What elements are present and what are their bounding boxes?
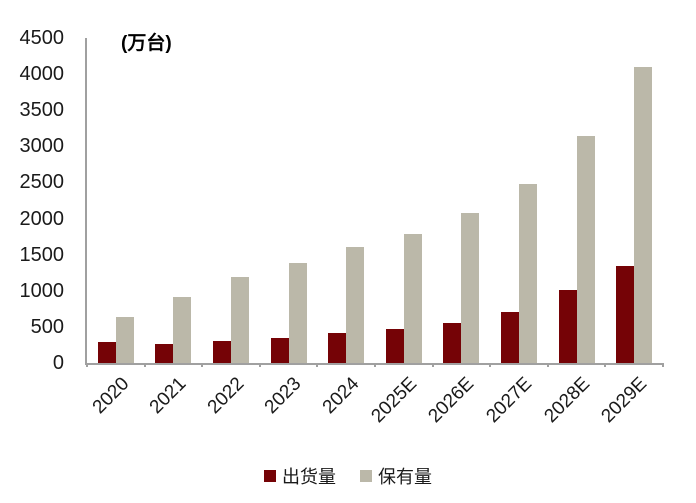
bar-shipments-2024 [328, 332, 347, 363]
bar-group-2028E [548, 135, 606, 363]
legend-label-ownership: 保有量 [378, 467, 432, 487]
bar-shipments-2028E [558, 290, 577, 363]
bar-shipments-2025E [385, 329, 404, 363]
bar-ownership-2026E [461, 212, 480, 363]
bar-group-2020 [87, 316, 145, 363]
bar-group-2021 [145, 297, 203, 363]
y-tick-label: 3000 [19, 135, 65, 158]
x-axis-label-2024: 2024 [318, 373, 364, 419]
axis-unit-label: (万台) [121, 33, 172, 54]
bar-shipments-2026E [443, 322, 462, 363]
x-axis-tick [201, 363, 204, 367]
legend-item-ownership: 保有量 [360, 463, 432, 489]
bar-shipments-2027E [500, 312, 519, 363]
bar-group-2022 [202, 277, 260, 363]
bar-shipments-2022 [212, 341, 231, 363]
bar-ownership-2027E [518, 183, 537, 363]
bar-group-2025E [375, 233, 433, 363]
y-tick-label: 1000 [19, 279, 65, 302]
bar-ownership-2022 [230, 277, 249, 363]
chart-legend: 出货量 保有量 [0, 463, 696, 489]
x-axis-tick [258, 363, 261, 367]
bar-group-2029E [605, 66, 663, 363]
y-tick-label: 2000 [19, 207, 65, 230]
y-tick-label: 2500 [19, 171, 65, 194]
bar-shipments-2029E [616, 265, 635, 363]
bar-group-2024 [317, 247, 375, 363]
y-tick-label: 4000 [19, 63, 65, 86]
bar-shipments-2023 [270, 337, 289, 363]
plot-area [85, 38, 664, 367]
bar-ownership-2021 [173, 297, 192, 363]
legend-label-shipments: 出货量 [282, 467, 336, 487]
bar-group-2027E [490, 183, 548, 363]
bar-shipments-2020 [97, 342, 116, 363]
bar-ownership-2020 [115, 316, 134, 363]
bar-ownership-2024 [346, 247, 365, 363]
x-axis-label-2025E: 2025E [367, 373, 421, 427]
ownership-swatch-icon [360, 470, 372, 482]
x-axis-label-2022: 2022 [203, 373, 249, 419]
x-axis-tick [374, 363, 376, 367]
x-axis-label-2026E: 2026E [424, 373, 479, 427]
x-axis-label-2023: 2023 [261, 373, 306, 419]
y-tick-label: 3500 [19, 99, 65, 122]
x-axis-label-2027E: 2027E [482, 373, 537, 427]
x-axis-tick [489, 363, 492, 367]
bar-ownership-2028E [576, 135, 595, 363]
shipments-swatch-icon [264, 470, 276, 482]
bar-ownership-2029E [634, 66, 653, 363]
x-axis-tick [546, 363, 549, 367]
x-axis-tick [143, 363, 146, 367]
bar-group-2023 [260, 263, 318, 363]
bar-group-2026E [433, 212, 491, 363]
x-axis-tick [604, 363, 607, 367]
y-tick-label: 4500 [19, 27, 65, 49]
bar-shipments-2021 [155, 343, 174, 363]
x-axis-label-2029E: 2029E [597, 373, 652, 427]
x-axis-label-2020: 2020 [88, 373, 133, 419]
x-axis-label-2021: 2021 [145, 373, 191, 419]
bar-ownership-2023 [288, 263, 307, 363]
y-tick-label: 1500 [19, 243, 65, 266]
x-axis-tick [316, 363, 319, 367]
y-tick-label: 500 [30, 315, 64, 338]
x-axis-tick [662, 363, 664, 367]
bar-ownership-2025E [403, 233, 422, 363]
legend-item-shipments: 出货量 [264, 463, 336, 489]
y-tick-label: 0 [52, 352, 64, 374]
x-axis-label-2028E: 2028E [540, 373, 594, 427]
x-axis-tick [86, 363, 88, 367]
x-axis-tick [431, 363, 434, 367]
